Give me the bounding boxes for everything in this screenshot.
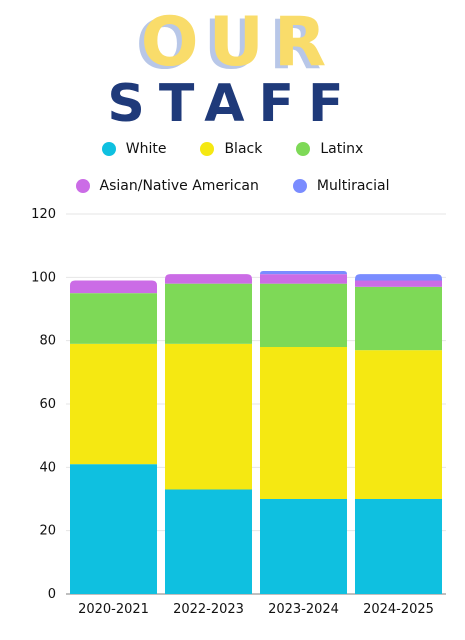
bar-segment-white-2024-2025 bbox=[355, 499, 442, 594]
y-tick-label: 60 bbox=[39, 397, 56, 412]
x-category-label: 2023-2024 bbox=[268, 602, 339, 617]
bar-segment-white-2020-2021 bbox=[70, 464, 157, 594]
bar-segment-black-2023-2024 bbox=[260, 347, 347, 499]
bar-segment-latinx-2023-2024 bbox=[260, 283, 347, 347]
y-tick-label: 100 bbox=[31, 270, 56, 285]
legend-label-white: White bbox=[125, 141, 167, 157]
bar-segment-black-2024-2025 bbox=[355, 350, 442, 499]
y-tick-label: 20 bbox=[39, 524, 56, 539]
legend-swatch-black bbox=[200, 142, 215, 156]
legend-item-white: White bbox=[101, 141, 167, 157]
bar-segment-white-2022-2023 bbox=[165, 489, 252, 594]
bar-segment-latinx-2024-2025 bbox=[355, 286, 442, 351]
legend-item-multiracial: Multiracial bbox=[292, 178, 390, 194]
title-line-staff: STAFF bbox=[107, 74, 358, 134]
bar-segment-latinx-2022-2023 bbox=[165, 283, 252, 344]
bar-segment-black-2022-2023 bbox=[165, 343, 252, 490]
bar-segment-multiracial-2024-2025 bbox=[355, 274, 442, 281]
y-tick-label: 40 bbox=[39, 460, 56, 475]
bar-segment-white-2023-2024 bbox=[260, 499, 347, 594]
legend-row-1: White Black Latinx bbox=[0, 141, 465, 157]
bar-segment-latinx-2020-2021 bbox=[70, 293, 157, 344]
title-block: OUR bbox=[0, 8, 465, 78]
legend-row-2: Asian/Native American Multiracial bbox=[0, 178, 465, 194]
y-tick-label: 0 bbox=[48, 587, 56, 602]
bar-segment-asian-native-american-2024-2025 bbox=[355, 280, 442, 287]
x-category-label: 2024-2025 bbox=[363, 602, 434, 617]
legend-swatch-multiracial bbox=[292, 179, 307, 193]
legend-swatch-latinx bbox=[296, 142, 311, 156]
legend-label-latinx: Latinx bbox=[320, 141, 364, 157]
legend-item-asian-native-american: Asian/Native American bbox=[75, 178, 259, 194]
bar-segment-asian-native-american-2020-2021 bbox=[70, 280, 157, 294]
title-line-our: OUR bbox=[140, 3, 337, 82]
bar-segment-black-2020-2021 bbox=[70, 343, 157, 465]
bar-segment-multiracial-2023-2024 bbox=[260, 271, 347, 275]
bar-segment-asian-native-american-2022-2023 bbox=[165, 274, 252, 284]
legend-label-multiracial: Multiracial bbox=[316, 178, 390, 194]
legend-item-latinx: Latinx bbox=[296, 141, 363, 157]
legend-swatch-asian-native-american bbox=[75, 179, 90, 193]
stacked-bar-chart: 0 20 40 60 80 100 120 2020-2021 2022-2023 2023-20… bbox=[31, 207, 446, 617]
x-category-label: 2022-2023 bbox=[173, 602, 244, 617]
legend-swatch-white bbox=[101, 142, 116, 156]
legend-label-black: Black bbox=[224, 141, 263, 157]
bar-segment-asian-native-american-2023-2024 bbox=[260, 274, 347, 284]
y-tick-label: 120 bbox=[31, 207, 56, 222]
legend-item-black: Black bbox=[200, 141, 262, 157]
y-tick-label: 80 bbox=[39, 334, 56, 349]
legend-label-asian-native-american: Asian/Native American bbox=[99, 178, 259, 194]
x-category-label: 2020-2021 bbox=[78, 602, 149, 617]
